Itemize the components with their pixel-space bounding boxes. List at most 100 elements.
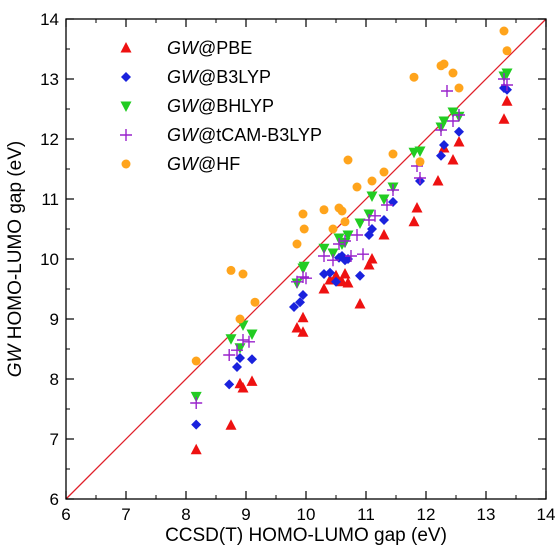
data-point (378, 229, 390, 240)
data-point (234, 343, 246, 354)
y-tick-label: 12 (40, 130, 59, 149)
data-point (246, 375, 258, 386)
data-point (352, 182, 362, 192)
data-point (366, 191, 378, 202)
data-point (501, 95, 513, 106)
legend-label-method: GW (167, 125, 200, 145)
data-point (439, 140, 449, 150)
data-point (224, 379, 235, 390)
data-point (339, 268, 351, 279)
data-point (343, 155, 353, 165)
x-axis-label: CCSD(T) HOMO-LUMO gap (eV) (165, 525, 447, 546)
y-tick-label: 6 (50, 490, 59, 509)
data-point (291, 322, 303, 333)
legend-entry: GW@BHLYP (120, 96, 274, 116)
data-point (436, 150, 446, 161)
legend-label-functional: @B3LYP (198, 67, 271, 87)
reference-line-y-equals-x (65, 18, 547, 500)
data-point (367, 176, 377, 186)
data-point (191, 356, 201, 366)
legend-marker (120, 129, 132, 141)
data-point (498, 73, 510, 85)
legend-label: GW@BHLYP (167, 96, 274, 116)
data-point (300, 272, 312, 285)
data-point (298, 209, 308, 219)
data-point (441, 85, 453, 97)
data-point (243, 335, 255, 348)
data-point (231, 344, 243, 357)
data-point (232, 362, 242, 372)
data-point (337, 206, 347, 216)
data-point (351, 229, 363, 241)
data-point (235, 314, 245, 324)
data-point (354, 298, 366, 309)
legend-marker (120, 101, 132, 112)
data-point (414, 146, 426, 157)
data-point (447, 115, 459, 127)
data-point (318, 283, 330, 294)
legend-label-functional: @tCAM-B3LYP (198, 125, 322, 145)
data-point (357, 248, 369, 261)
data-point (295, 297, 305, 308)
data-point (225, 419, 237, 430)
data-point (331, 276, 341, 287)
data-point (225, 334, 237, 345)
data-point (237, 382, 249, 393)
series-pbe (190, 95, 513, 455)
data-point (448, 68, 458, 78)
data-point (447, 154, 459, 165)
data-point (318, 250, 330, 262)
data-point (502, 46, 512, 56)
data-point (379, 167, 389, 177)
data-point (453, 136, 465, 147)
data-point (367, 224, 377, 234)
data-point (190, 397, 203, 409)
y-axis-label-method: GW (5, 342, 26, 377)
legend-marker (120, 42, 132, 53)
data-point (354, 218, 366, 229)
legend-marker (121, 72, 131, 82)
data-point (499, 26, 509, 36)
y-tick-label: 8 (50, 370, 59, 389)
legend-label: GW@HF (167, 154, 240, 174)
data-point (342, 230, 354, 241)
legend-label-functional: @HF (198, 154, 240, 174)
axis-ticks: 6 7 8 9 10 11 12 13 14 6 7 8 9 10 11 12 13 14 (40, 10, 555, 524)
legend-entry: GW@tCAM-B3LYP (120, 125, 322, 145)
legend-label-method: GW (167, 96, 200, 116)
x-tick-label: 6 (61, 505, 70, 524)
data-point (379, 215, 389, 225)
data-point (498, 113, 510, 124)
data-point (291, 275, 303, 288)
data-point (226, 265, 236, 275)
data-point (297, 326, 309, 337)
x-tick-label: 12 (417, 505, 436, 524)
data-point (191, 419, 202, 430)
data-point (325, 267, 335, 278)
data-point (237, 334, 249, 346)
data-point (319, 205, 329, 215)
data-point (247, 354, 257, 365)
data-point (342, 277, 354, 288)
data-point (453, 109, 465, 121)
y-tick-label: 14 (40, 10, 59, 29)
legend-label-functional: @PBE (198, 38, 252, 58)
x-tick-label: 9 (241, 505, 250, 524)
data-point (439, 59, 449, 69)
data-point (190, 443, 202, 455)
data-point (299, 224, 309, 234)
series-hf (191, 26, 512, 366)
data-point (454, 126, 464, 137)
data-point (381, 199, 393, 211)
y-tick-label: 7 (50, 430, 59, 449)
data-point (432, 175, 444, 186)
x-tick-label: 13 (477, 505, 496, 524)
data-point (355, 270, 365, 281)
y-tick-label: 13 (40, 70, 59, 89)
x-tick-label: 7 (121, 505, 130, 524)
data-point (292, 239, 302, 249)
legend-entry: GW@PBE (120, 38, 252, 58)
data-point (339, 235, 351, 247)
legend-entry: GW@HF (121, 154, 240, 174)
